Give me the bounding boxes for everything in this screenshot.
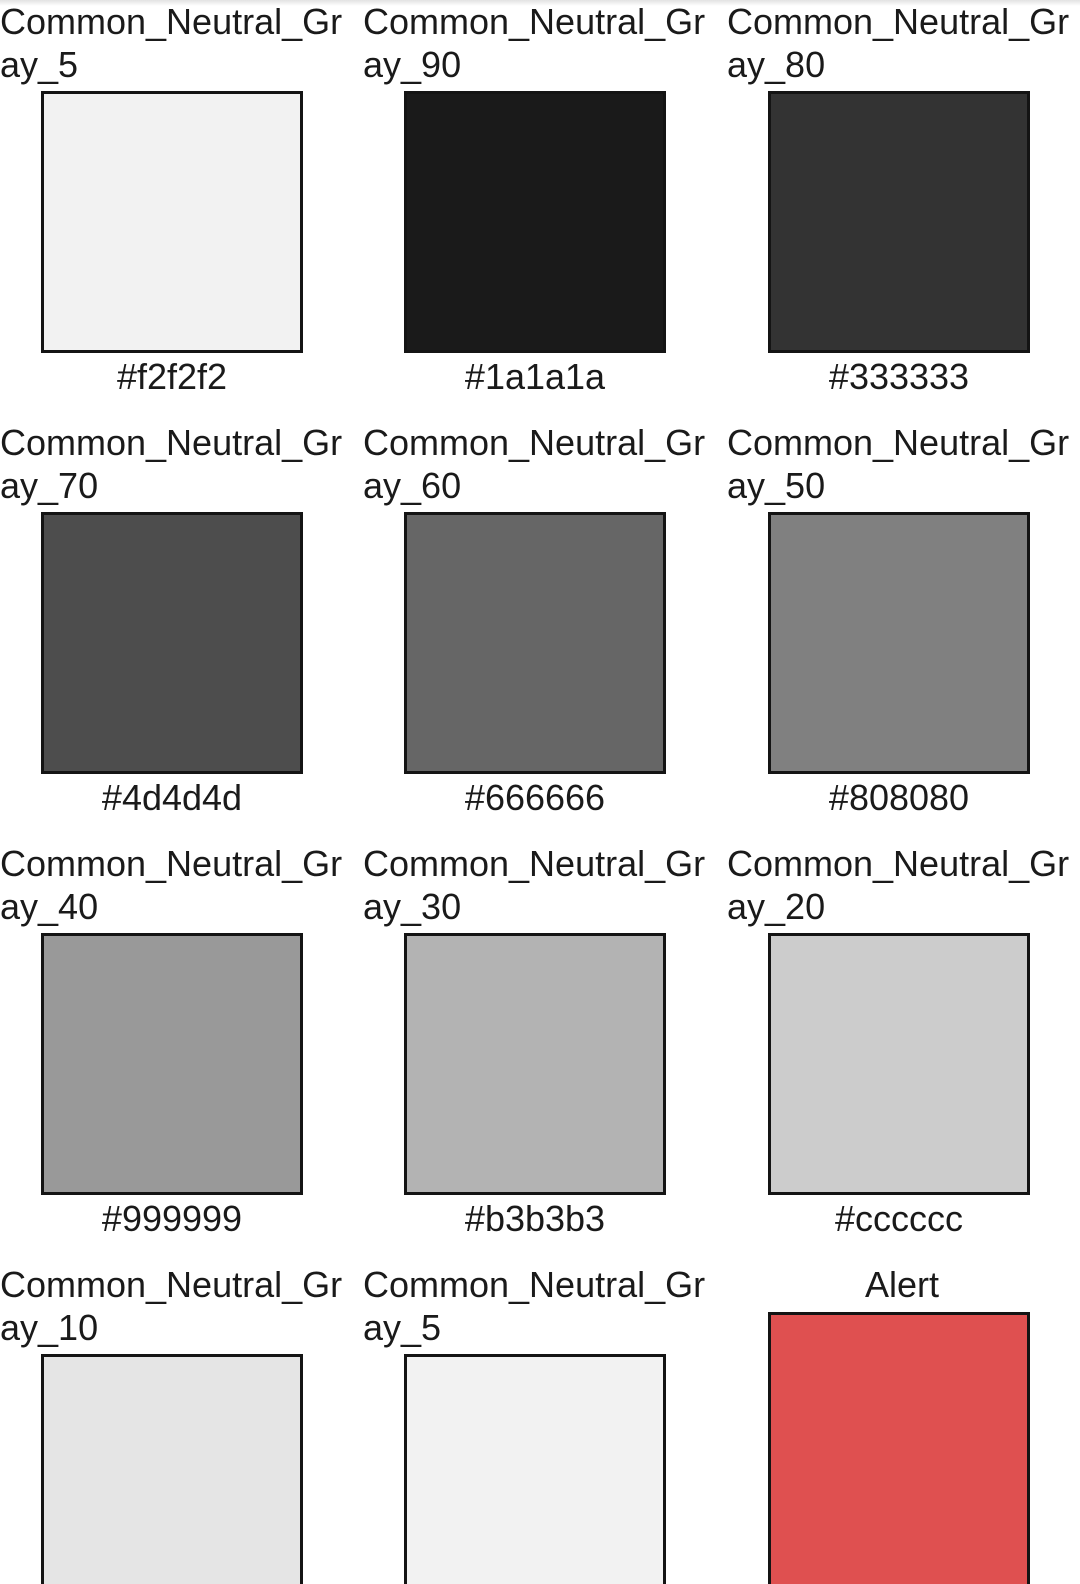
swatch-color-box [768,91,1030,353]
swatch-name: Common_Neutral_Gray_10 [0,1264,343,1348]
swatch-name: Common_Neutral_Gray_40 [0,843,343,927]
swatch-name: Common_Neutral_Gray_50 [727,422,1070,506]
swatch-hex-label: #666666 [464,777,606,818]
swatch-name: Common_Neutral_Gray_80 [727,1,1070,85]
swatch-color-box [768,933,1030,1195]
swatch-color-box [768,1312,1030,1584]
swatch-name: Common_Neutral_Gray_5 [363,1264,706,1348]
swatch-cell: Common_Neutral_Gray_10 [0,1263,350,1584]
swatch-hex-label: #4d4d4d [101,777,243,818]
swatch-name: Common_Neutral_Gray_90 [363,1,706,85]
swatch-color-box [768,512,1030,774]
swatch-color-box [41,512,303,774]
swatch-cell: Common_Neutral_Gray_60 #666666 [363,421,713,831]
swatch-hex-label: #f2f2f2 [116,356,228,397]
swatch-hex-label: #808080 [828,777,970,818]
swatch-cell: Common_Neutral_Gray_5 [363,1263,713,1584]
swatch-color-box [41,933,303,1195]
swatch-cell: Common_Neutral_Gray_70 #4d4d4d [0,421,350,831]
swatch-color-box [404,91,666,353]
swatch-name: Common_Neutral_Gray_20 [727,843,1070,927]
swatch-color-box [404,512,666,774]
swatch-hex-label: #b3b3b3 [464,1198,606,1239]
swatch-hex-label: #333333 [828,356,970,397]
swatch-hex-label: #999999 [101,1198,243,1239]
swatch-cell: Common_Neutral_Gray_50 #808080 [727,421,1077,831]
swatch-name: Common_Neutral_Gray_30 [363,843,706,927]
swatch-cell: Common_Neutral_Gray_80 #333333 [727,0,1077,410]
swatch-cell: Common_Neutral_Gray_40 #999999 [0,842,350,1252]
swatch-hex-label: #cccccc [834,1198,964,1239]
swatch-name: Common_Neutral_Gray_5 [0,1,343,85]
swatch-cell: Common_Neutral_Gray_5 #f2f2f2 [0,0,350,410]
swatch-cell: Common_Neutral_Gray_90 #1a1a1a [363,0,713,410]
swatch-color-box [41,91,303,353]
swatch-color-box [41,1354,303,1584]
swatch-color-box [404,933,666,1195]
swatch-hex-label: #1a1a1a [464,356,606,397]
swatch-cell: Common_Neutral_Gray_20 #cccccc [727,842,1077,1252]
swatch-name: Alert [864,1264,940,1305]
swatch-cell: Alert [727,1263,1077,1584]
swatch-name: Common_Neutral_Gray_60 [363,422,706,506]
top-shadow [0,0,1080,6]
swatch-color-box [404,1354,666,1584]
swatch-name: Common_Neutral_Gray_70 [0,422,343,506]
swatch-cell: Common_Neutral_Gray_30 #b3b3b3 [363,842,713,1252]
